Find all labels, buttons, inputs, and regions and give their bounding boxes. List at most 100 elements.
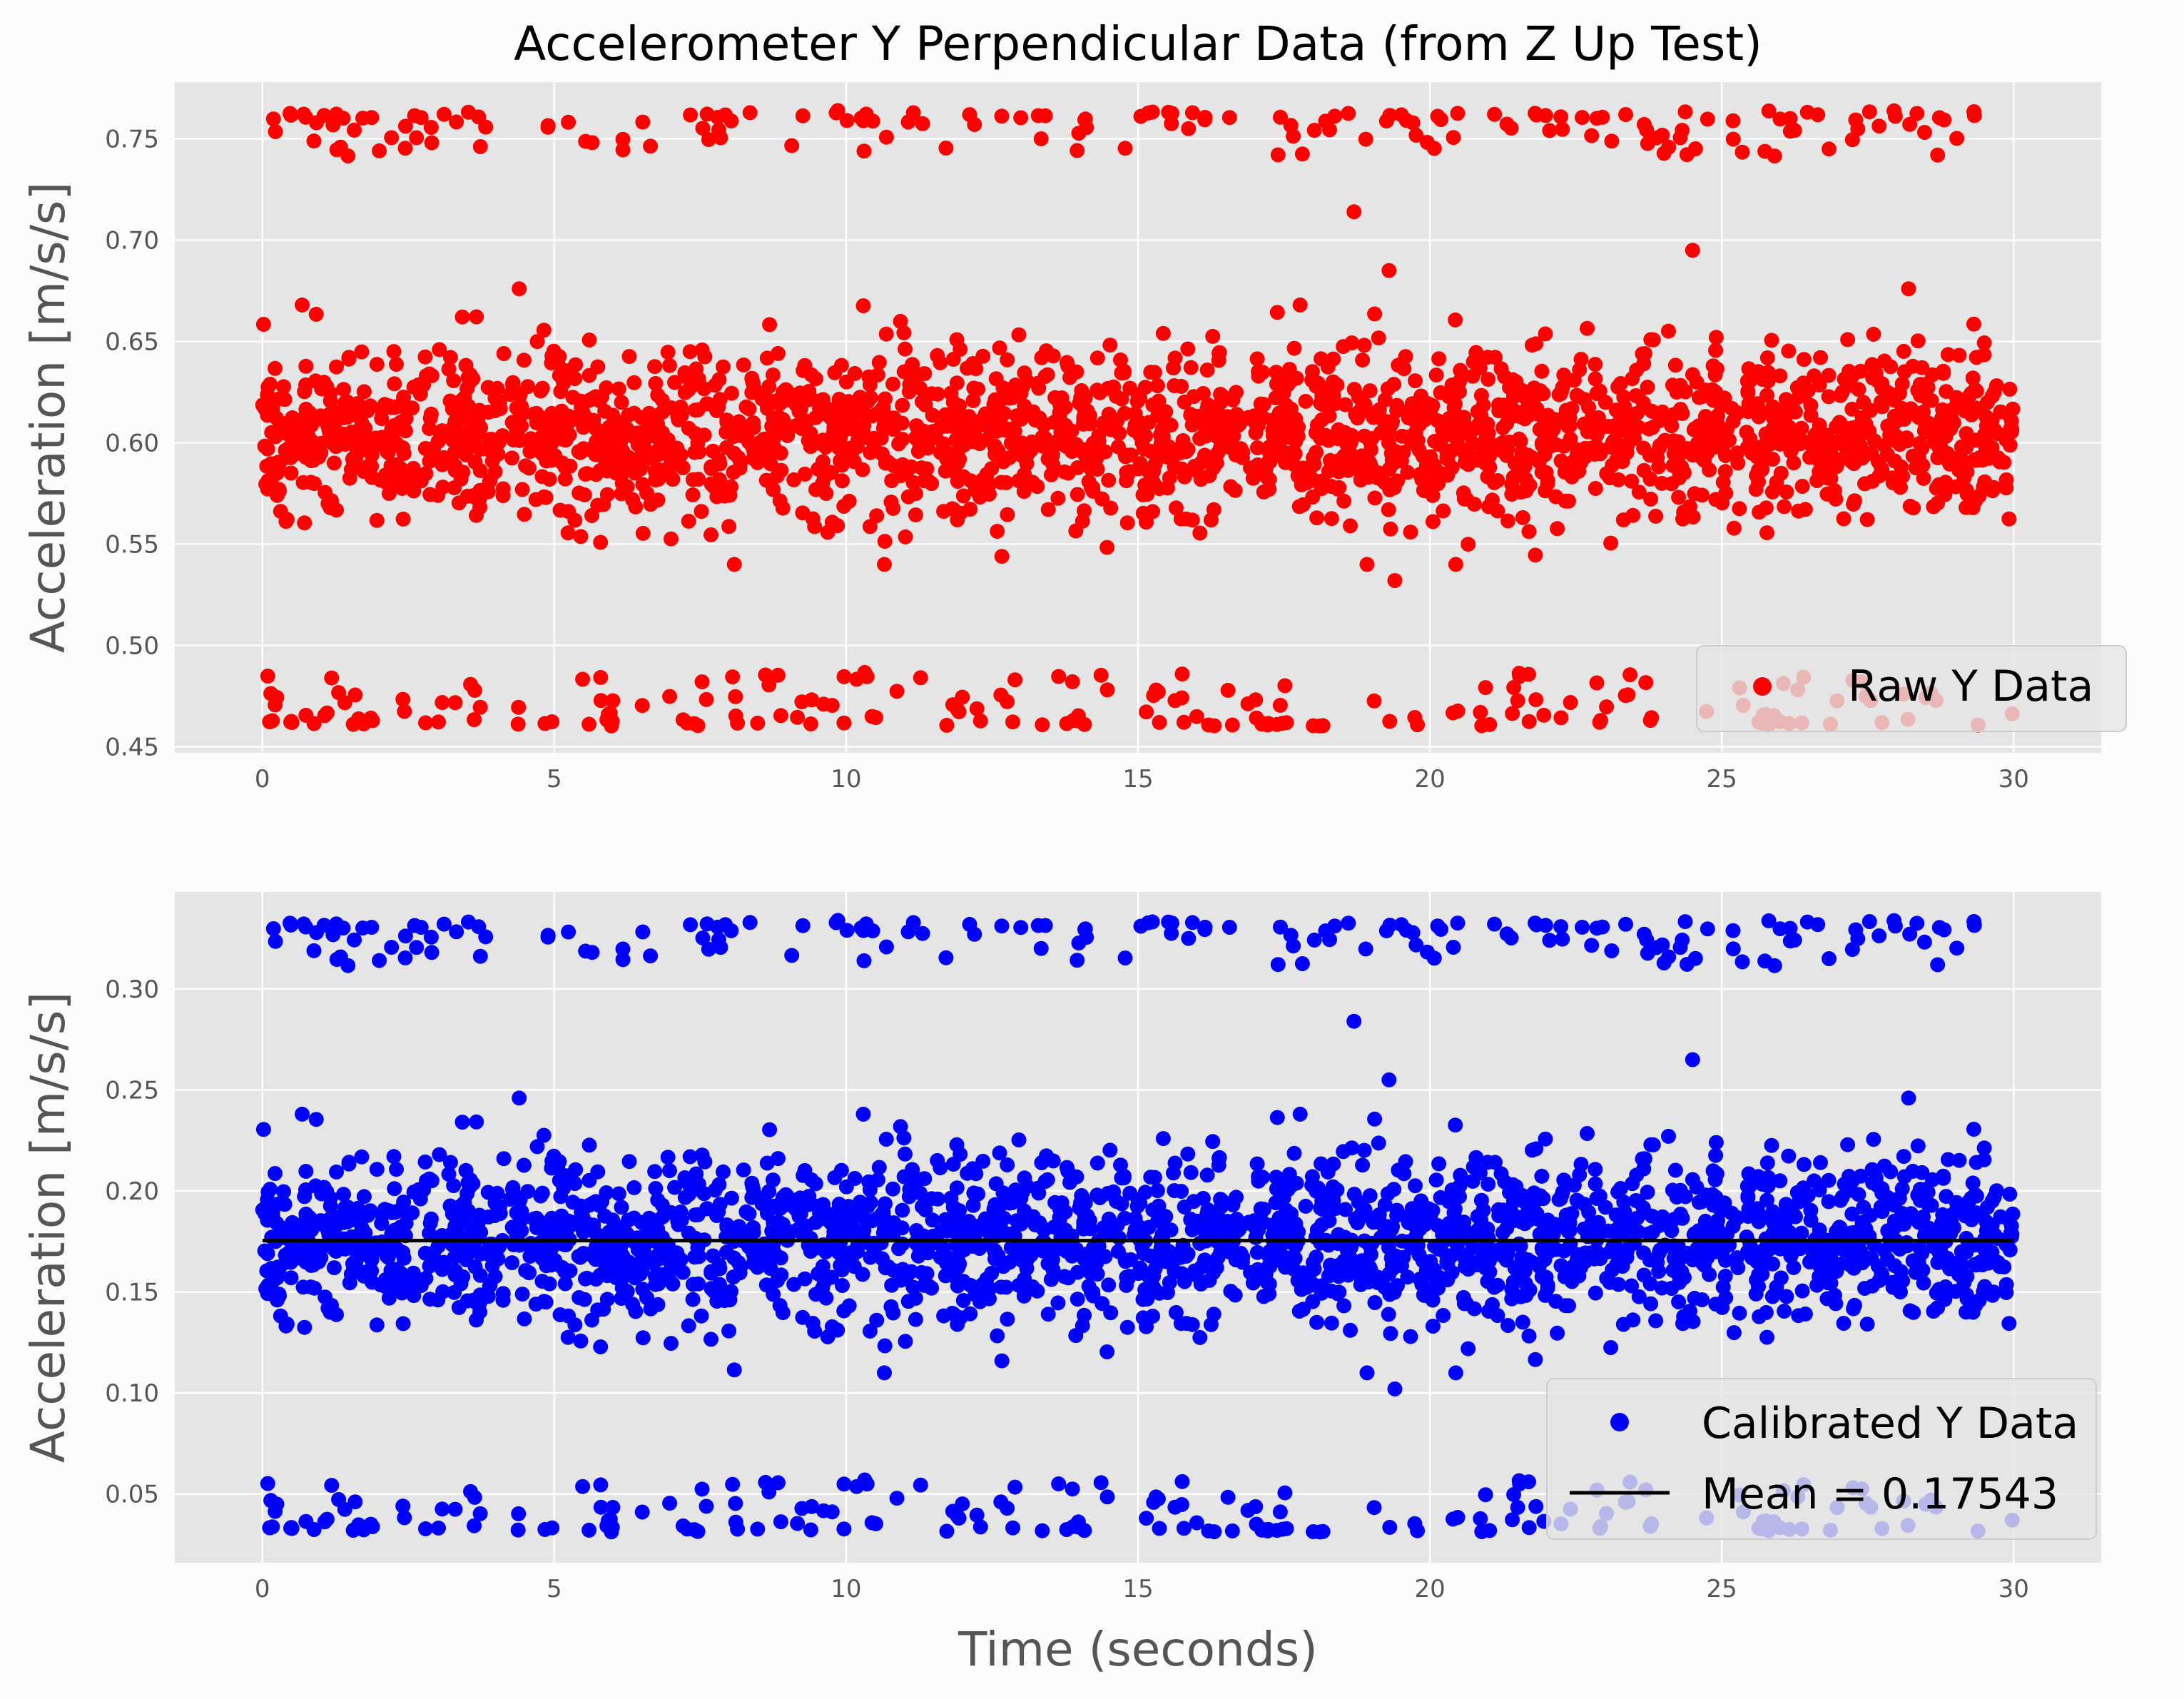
data-point <box>581 1137 597 1153</box>
y-tick-label: 0.55 <box>105 530 159 559</box>
data-point <box>1803 1212 1819 1228</box>
data-point <box>1441 1215 1457 1231</box>
data-point <box>1117 141 1133 156</box>
data-point <box>1821 367 1837 383</box>
data-point <box>896 325 912 340</box>
data-point <box>295 427 311 442</box>
data-point <box>1013 110 1029 126</box>
data-point <box>1448 557 1463 572</box>
data-point <box>1371 330 1386 346</box>
data-point <box>836 1303 852 1319</box>
data-point <box>833 394 848 410</box>
data-point <box>1286 340 1302 356</box>
data-point <box>939 717 955 733</box>
data-point <box>1687 421 1702 437</box>
data-point <box>862 1323 878 1339</box>
data-point <box>1571 463 1587 479</box>
data-point <box>1931 920 1947 935</box>
data-point <box>374 411 390 427</box>
data-point <box>709 489 725 504</box>
data-point <box>283 1520 299 1536</box>
data-point <box>511 1207 527 1222</box>
data-point <box>886 1215 902 1231</box>
data-point <box>1708 343 1724 358</box>
data-point <box>1344 335 1360 350</box>
data-point <box>1416 482 1431 498</box>
data-point <box>1358 131 1373 147</box>
data-point <box>1886 103 1902 118</box>
data-point <box>1011 473 1027 489</box>
data-point <box>1149 1183 1165 1199</box>
data-point <box>722 487 738 503</box>
data-point <box>803 1522 818 1538</box>
data-point <box>1896 1149 1911 1165</box>
data-point <box>308 1112 324 1127</box>
data-point <box>472 139 488 154</box>
data-point <box>423 406 439 422</box>
data-point <box>1899 430 1914 446</box>
data-point <box>1431 1156 1447 1172</box>
data-point <box>1093 667 1109 683</box>
data-point <box>855 1106 871 1122</box>
data-point <box>1114 365 1129 381</box>
y-tick-label: 0.60 <box>105 429 159 457</box>
data-point <box>705 443 721 459</box>
data-point <box>1777 1304 1792 1319</box>
data-point <box>532 443 547 459</box>
y-tick-label: 0.65 <box>105 328 159 357</box>
data-point <box>1700 111 1715 127</box>
data-point <box>1034 350 1050 365</box>
data-point <box>1667 357 1683 373</box>
data-point <box>939 451 955 467</box>
data-point <box>1604 133 1620 149</box>
data-point <box>1553 710 1569 726</box>
data-point <box>1930 1254 1946 1270</box>
data-point <box>1201 717 1217 733</box>
data-point <box>1758 500 1774 516</box>
data-point <box>1773 1270 1789 1286</box>
data-point <box>1873 397 1889 412</box>
data-point <box>761 677 777 693</box>
data-point <box>1077 112 1092 128</box>
data-point <box>938 950 954 965</box>
data-point <box>369 1317 385 1333</box>
data-point <box>560 525 576 541</box>
data-point <box>1697 1257 1712 1273</box>
data-point <box>319 1511 335 1527</box>
data-point <box>581 367 597 383</box>
data-point <box>1030 1283 1045 1299</box>
data-point <box>681 420 696 436</box>
data-point <box>681 513 696 529</box>
data-point <box>397 704 412 719</box>
data-point <box>1351 404 1366 420</box>
data-point <box>1856 395 1871 410</box>
data-point <box>447 480 462 496</box>
data-point <box>1708 1135 1724 1150</box>
data-point <box>885 1181 900 1197</box>
data-point <box>869 1312 885 1328</box>
data-point <box>1620 438 1635 454</box>
data-point <box>400 471 415 487</box>
data-point <box>1823 445 1839 460</box>
data-point <box>1094 491 1110 507</box>
data-point <box>1725 131 1741 147</box>
data-point <box>395 1316 411 1332</box>
data-point <box>721 519 737 534</box>
data-point <box>1998 480 2014 496</box>
data-point <box>1382 714 1398 729</box>
data-point <box>1787 123 1802 138</box>
data-point <box>643 948 659 964</box>
x-tick-label: 10 <box>831 765 861 793</box>
legend-box <box>1696 645 2127 732</box>
data-point <box>1389 1202 1405 1218</box>
data-point <box>260 379 276 395</box>
data-point <box>1243 460 1259 476</box>
data-point <box>1506 680 1522 695</box>
data-point <box>1180 341 1196 357</box>
data-point <box>1661 1128 1676 1144</box>
data-point <box>1622 667 1638 683</box>
data-point <box>1364 431 1380 447</box>
data-point <box>1068 523 1084 539</box>
data-point <box>322 411 337 427</box>
